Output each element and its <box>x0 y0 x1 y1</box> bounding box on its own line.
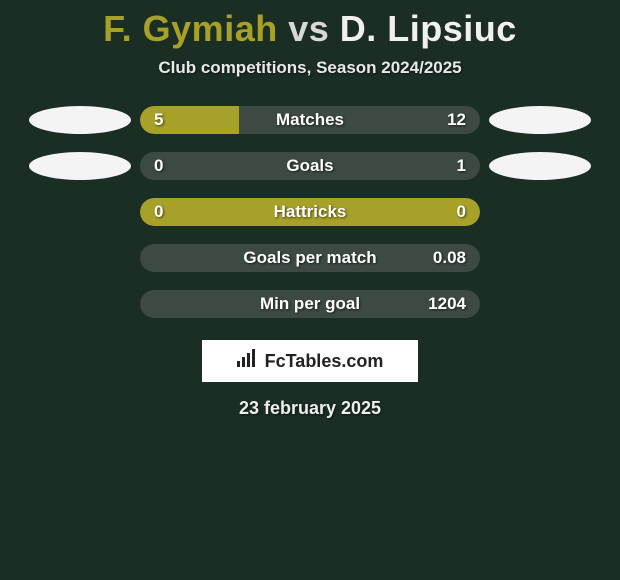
stat-bar: 0Goals1 <box>140 152 480 180</box>
stat-rows: 5Matches120Goals10Hattricks0Goals per ma… <box>0 106 620 318</box>
comparison-widget: F. Gymiah vs D. Lipsiuc Club competition… <box>0 0 620 419</box>
team-marker-right <box>489 106 591 134</box>
player1-name: F. Gymiah <box>103 8 278 49</box>
side-right <box>480 106 600 134</box>
side-left <box>20 152 140 180</box>
stat-row: 5Matches12 <box>0 106 620 134</box>
stat-bar: Min per goal1204 <box>140 290 480 318</box>
stat-label: Goals per match <box>140 244 480 272</box>
stat-bar: 5Matches12 <box>140 106 480 134</box>
value-right: 1204 <box>428 290 466 318</box>
side-left <box>20 106 140 134</box>
stat-row: Goals per match0.08 <box>0 244 620 272</box>
stat-row: Min per goal1204 <box>0 290 620 318</box>
vs-text: vs <box>288 8 329 49</box>
date-text: 23 february 2025 <box>0 398 620 419</box>
value-right: 12 <box>447 106 466 134</box>
team-marker-right <box>489 152 591 180</box>
value-right: 0.08 <box>433 244 466 272</box>
stat-label: Hattricks <box>140 198 480 226</box>
player2-name: D. Lipsiuc <box>340 8 517 49</box>
team-marker-left <box>29 152 131 180</box>
value-right: 0 <box>457 198 466 226</box>
value-right: 1 <box>457 152 466 180</box>
side-right <box>480 152 600 180</box>
stat-bar: Goals per match0.08 <box>140 244 480 272</box>
stat-label: Matches <box>140 106 480 134</box>
source-logo[interactable]: FcTables.com <box>202 340 418 382</box>
page-title: F. Gymiah vs D. Lipsiuc <box>0 8 620 50</box>
chart-icon <box>237 349 259 373</box>
subtitle: Club competitions, Season 2024/2025 <box>0 58 620 78</box>
stat-row: 0Goals1 <box>0 152 620 180</box>
stat-bar: 0Hattricks0 <box>140 198 480 226</box>
logo-text: FcTables.com <box>265 351 384 372</box>
stat-row: 0Hattricks0 <box>0 198 620 226</box>
team-marker-left <box>29 106 131 134</box>
stat-label: Goals <box>140 152 480 180</box>
